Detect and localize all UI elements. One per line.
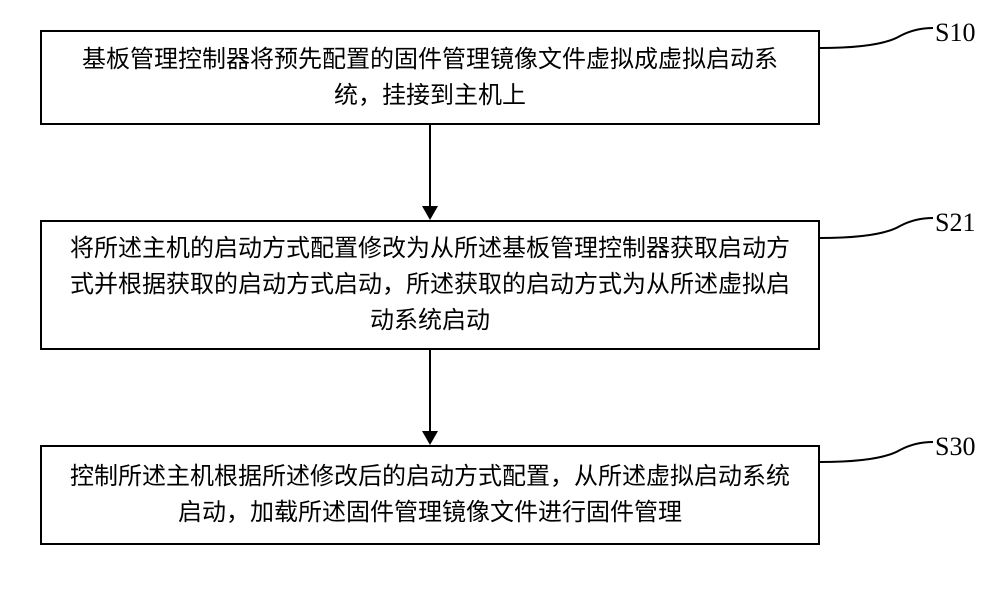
connector-curve-2 xyxy=(820,208,935,248)
connector-curve-3 xyxy=(820,432,935,472)
arrow-2-line xyxy=(429,350,431,431)
arrow-1-line xyxy=(429,125,431,206)
step-label-s10: S10 xyxy=(935,18,975,48)
flow-step-3-text: 控制所述主机根据所述修改后的启动方式配置，从所述虚拟启动系统启动，加载所述固件管… xyxy=(62,459,798,531)
flow-step-2: 将所述主机的启动方式配置修改为从所述基板管理控制器获取启动方式并根据获取的启动方… xyxy=(40,220,820,350)
flow-step-2-text: 将所述主机的启动方式配置修改为从所述基板管理控制器获取启动方式并根据获取的启动方… xyxy=(62,231,798,339)
arrow-1-head xyxy=(422,206,438,220)
arrow-2-head xyxy=(422,431,438,445)
flow-step-3: 控制所述主机根据所述修改后的启动方式配置，从所述虚拟启动系统启动，加载所述固件管… xyxy=(40,445,820,545)
flow-step-1: 基板管理控制器将预先配置的固件管理镜像文件虚拟成虚拟启动系统，挂接到主机上 xyxy=(40,30,820,125)
flow-step-1-text: 基板管理控制器将预先配置的固件管理镜像文件虚拟成虚拟启动系统，挂接到主机上 xyxy=(62,42,798,114)
step-label-s30: S30 xyxy=(935,432,975,462)
step-label-s21: S21 xyxy=(935,208,975,238)
connector-curve-1 xyxy=(820,18,935,58)
